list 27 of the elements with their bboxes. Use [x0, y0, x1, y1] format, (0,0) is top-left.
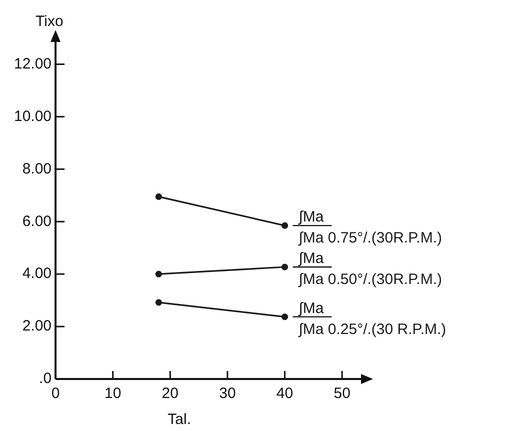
x-tick-label: 50	[334, 385, 350, 402]
x-tick-label: 30	[219, 385, 236, 402]
point	[281, 222, 288, 229]
point	[155, 193, 162, 200]
y-tick-label: 10.00	[14, 108, 52, 125]
x-tick-label: 0	[51, 385, 60, 402]
y-tick-label: .0	[39, 370, 52, 388]
annotation: ∫Ma	[298, 208, 324, 226]
y-tick-label: 4.00	[22, 265, 52, 282]
y-tick-label: 8.00	[22, 160, 52, 178]
point	[281, 314, 288, 320]
point	[155, 270, 162, 278]
x-axis-title: Tal.	[168, 411, 191, 428]
point	[155, 299, 162, 306]
annotation: ∫Ma	[298, 250, 324, 267]
x-tick-label: 10	[104, 385, 122, 402]
legend-label: ∫Ma 0.50°/.(30R.P.M.)	[298, 270, 442, 288]
legend-label: ∫Ma 0.25°/.(30 R.P.M.)	[298, 320, 446, 338]
y-axis-title: Tixo	[36, 13, 64, 30]
legend-label: ∫Ma 0.75°/.(30R.P.M.)	[298, 230, 442, 247]
x-tick-label: 20	[162, 385, 178, 402]
x-tick-label: 40	[276, 385, 294, 402]
y-tick-label: 6.00	[22, 212, 52, 230]
point	[281, 264, 288, 270]
y-tick-label: 2.00	[22, 318, 52, 335]
y-tick-label: 12.00	[14, 55, 52, 72]
annotation: ∫Ma	[298, 300, 324, 317]
